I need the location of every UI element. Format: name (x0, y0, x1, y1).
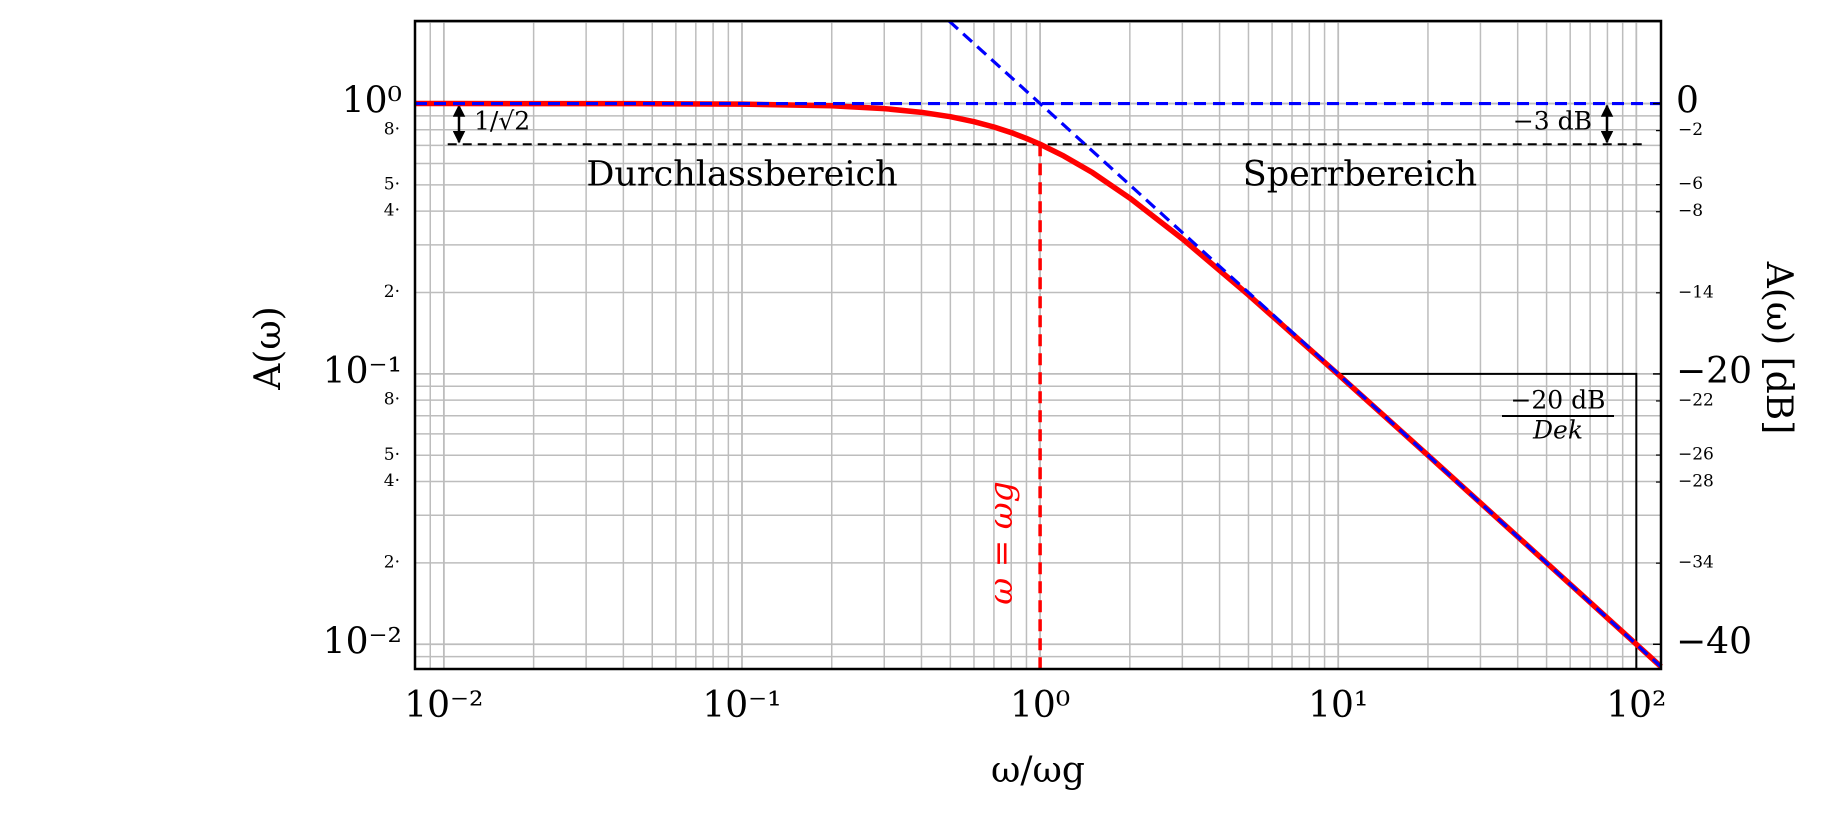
x-tick-label: 10⁰ (1010, 685, 1070, 726)
x-axis-label: ω/ωg (991, 750, 1085, 791)
data-layer (415, 19, 1663, 669)
stopband-label: Sperrbereich (1243, 155, 1477, 195)
y-minor-tick-label: 2· (384, 282, 400, 302)
y2-minor-tick-label: −8 (1678, 201, 1703, 221)
y-axis-label: A(ω) (248, 306, 289, 390)
y-minor-tick-label: 4· (384, 201, 400, 221)
y-minor-tick-label: 5· (384, 174, 400, 194)
slope-denominator: Dek (1532, 416, 1583, 445)
slope-triangle (1338, 372, 1638, 669)
cutoff-label: ω = ωg (981, 481, 1020, 605)
ratio-label: 1/√2 (474, 107, 530, 136)
y2-minor-tick-label: −14 (1678, 282, 1714, 302)
y-tick-label: 10⁻¹ (323, 351, 402, 392)
grid (415, 21, 1661, 669)
passband-label: Durchlassbereich (586, 155, 897, 195)
y2-tick-label: 0 (1676, 81, 1699, 122)
y-tick-label: 10⁻² (323, 621, 402, 662)
line-series (947, 19, 1663, 668)
annotation-layer (447, 104, 1646, 669)
y2-minor-tick-label: −34 (1678, 553, 1714, 573)
x-tick-label: 10¹ (1308, 685, 1368, 726)
y2-tick-label: −40 (1676, 621, 1752, 662)
y-minor-tick-label: 8· (384, 119, 400, 139)
y-minor-tick-label: 4· (384, 471, 400, 491)
y2-minor-tick-label: −2 (1678, 120, 1703, 140)
plot-frame (413, 19, 1663, 671)
x-tick-label: 10⁻² (404, 685, 483, 726)
x-tick-label: 10² (1606, 685, 1666, 726)
slope-numerator: −20 dB (1510, 386, 1605, 415)
y-tick-label: 10⁰ (342, 81, 402, 122)
y2-minor-tick-label: −26 (1678, 445, 1714, 465)
y-minor-tick-label: 8· (384, 390, 400, 410)
y2-axis-label: A(ω) [dB] (1758, 261, 1799, 434)
y2-minor-tick-label: −28 (1678, 472, 1714, 492)
x-tick-label: 10⁻¹ (702, 685, 781, 726)
y-minor-tick-label: 5· (384, 445, 400, 465)
y2-tick-label: −20 (1676, 351, 1752, 392)
y2-minor-tick-label: −6 (1678, 174, 1703, 194)
y2-minor-tick-label: −22 (1678, 390, 1714, 410)
db3-label: −3 dB (1513, 107, 1592, 136)
y-minor-tick-label: 2· (384, 552, 400, 572)
